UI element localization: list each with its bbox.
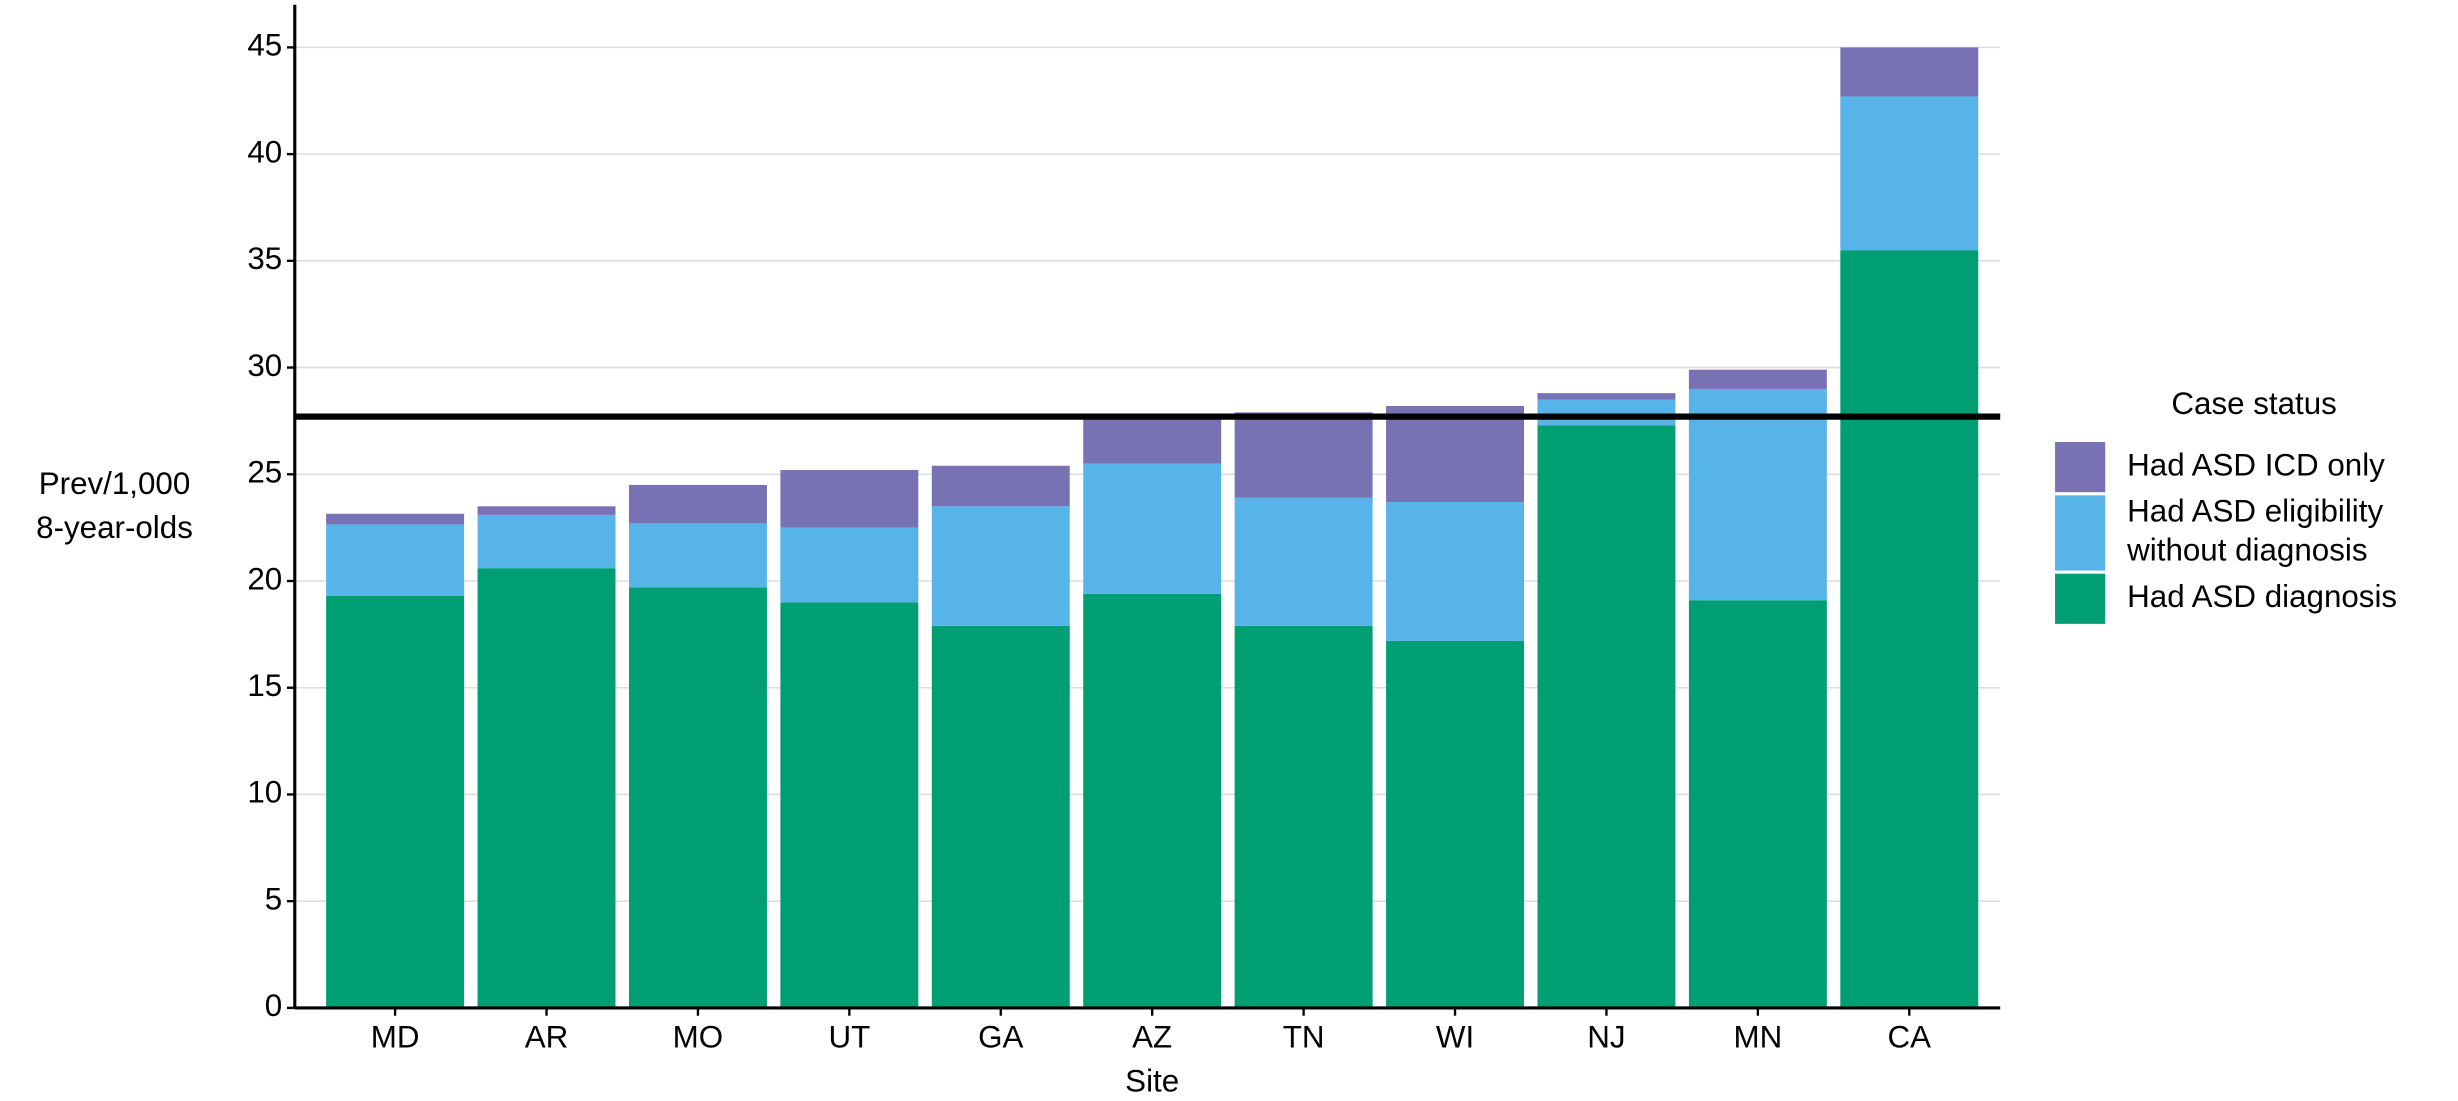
bar-segment bbox=[628, 587, 767, 1008]
y-tick-label: 30 bbox=[247, 348, 282, 383]
x-tick-label: MO bbox=[673, 1020, 723, 1055]
bar-segment bbox=[780, 470, 919, 528]
legend-swatch bbox=[2055, 495, 2106, 571]
bar-segment bbox=[326, 513, 465, 525]
y-tick-label: 35 bbox=[247, 241, 282, 276]
bar-segment bbox=[1234, 497, 1373, 626]
x-tick-label: AR bbox=[525, 1020, 569, 1055]
bar-segment bbox=[1234, 625, 1373, 1008]
y-tick-label: 40 bbox=[247, 134, 282, 169]
x-tick-label: TN bbox=[1283, 1020, 1325, 1055]
bar-segment bbox=[931, 625, 1070, 1008]
bar-segment bbox=[1537, 425, 1676, 1008]
bar-segment bbox=[477, 514, 616, 569]
legend-label: Had ASD eligibility without diagnosis bbox=[2126, 494, 2383, 568]
y-axis-title: 8-year-olds bbox=[36, 510, 193, 545]
y-axis-title: Prev/1,000 bbox=[39, 466, 191, 501]
bar-segment bbox=[1840, 96, 1979, 251]
bar-segment bbox=[1386, 640, 1525, 1008]
bar-segment bbox=[1688, 388, 1827, 601]
bar-segment bbox=[1234, 412, 1373, 498]
bar-segment bbox=[931, 506, 1070, 626]
x-tick-label: MD bbox=[371, 1020, 420, 1055]
bar-segment bbox=[628, 484, 767, 524]
bar-segment bbox=[1083, 593, 1222, 1008]
legend-label: Had ASD diagnosis bbox=[2127, 579, 2397, 614]
bar-segment bbox=[326, 524, 465, 596]
bar-segment bbox=[1840, 250, 1979, 1008]
bar-segment bbox=[1688, 600, 1827, 1008]
bar-segment bbox=[931, 465, 1070, 507]
bar-segment bbox=[1083, 463, 1222, 594]
bar-segment bbox=[326, 595, 465, 1008]
legend-swatch bbox=[2055, 573, 2106, 624]
x-tick-label: UT bbox=[828, 1020, 870, 1055]
x-tick-label: GA bbox=[978, 1020, 1023, 1055]
legend-swatch bbox=[2055, 442, 2106, 493]
y-tick-label: 20 bbox=[247, 561, 282, 596]
legend-label: Had ASD ICD only bbox=[2127, 447, 2385, 482]
bar-segment bbox=[477, 568, 616, 1008]
y-tick-label: 10 bbox=[247, 775, 282, 810]
x-axis-title: Site bbox=[1125, 1063, 1179, 1098]
y-tick-label: 15 bbox=[247, 668, 282, 703]
bar-segment bbox=[628, 523, 767, 588]
bar-segment bbox=[1537, 393, 1676, 400]
bar-segment bbox=[780, 602, 919, 1008]
bar-segment bbox=[1386, 405, 1525, 503]
x-tick-label: AZ bbox=[1132, 1020, 1172, 1055]
bar-segment bbox=[780, 527, 919, 603]
bar-segment bbox=[1840, 47, 1979, 97]
legend-title: Case status bbox=[2171, 386, 2336, 421]
y-tick-label: 25 bbox=[247, 455, 282, 490]
bar-segment bbox=[477, 506, 616, 515]
bar-segment bbox=[1537, 399, 1676, 426]
y-tick-label: 0 bbox=[265, 988, 282, 1023]
x-tick-label: CA bbox=[1888, 1020, 1932, 1055]
bar-segment bbox=[1083, 418, 1222, 464]
x-tick-label: NJ bbox=[1587, 1020, 1625, 1055]
bar-segment bbox=[1386, 502, 1525, 641]
y-tick-label: 45 bbox=[247, 28, 282, 63]
x-tick-label: WI bbox=[1436, 1020, 1474, 1055]
x-tick-label: MN bbox=[1734, 1020, 1783, 1055]
y-tick-label: 5 bbox=[265, 881, 282, 916]
bar-segment bbox=[1688, 369, 1827, 389]
